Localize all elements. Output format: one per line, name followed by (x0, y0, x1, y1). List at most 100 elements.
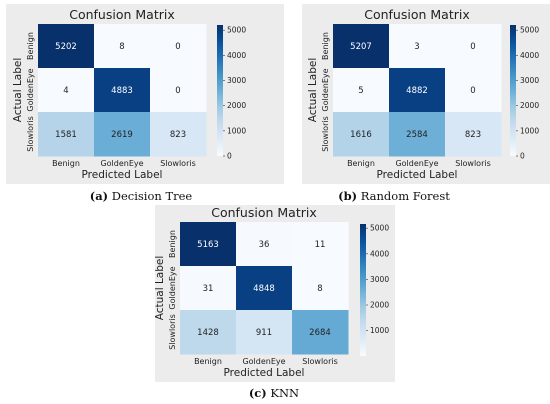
x-tick-label: Benign (347, 159, 375, 168)
confusion-matrix-panel: Confusion Matrix 5163 36 11 31 4848 8 1428 911 26… (154, 205, 395, 400)
y-axis-label: Actual Label (307, 58, 319, 123)
heatmap-cell (180, 222, 237, 267)
cell-value-label: 911 (256, 328, 272, 338)
colorbar (360, 224, 366, 356)
x-tick-label: Benign (194, 357, 222, 366)
heatmap-cell (292, 310, 349, 355)
confusion-matrix-panel: Confusion Matrix 5202 8 0 4 4883 0 1581 2619 823 B… (6, 4, 284, 203)
caption-text: Decision Tree (108, 189, 192, 203)
heatmap-cell (94, 112, 151, 157)
confusion-matrix-panel: Confusion Matrix 5207 3 0 5 4882 0 1616 2584 823 B… (302, 4, 550, 203)
x-axis-label: Predicted Label (224, 367, 305, 379)
caption-text: Random Forest (357, 189, 450, 203)
y-tick-label: Benign (26, 32, 35, 60)
cell-value-label: 4 (63, 86, 68, 96)
cell-value-label: 2619 (111, 130, 133, 140)
y-tick-label: Slowloris (321, 116, 330, 152)
cell-value-label: 4848 (253, 284, 275, 294)
colorbar-tick-label: 2000 (520, 101, 539, 110)
y-tick-label: GoldenEye (168, 266, 177, 309)
x-tick-label: Slowloris (302, 357, 338, 366)
heatmap-cell (150, 24, 207, 69)
colorbar-tick-label: 1000 (520, 126, 539, 135)
y-tick-label: Benign (321, 32, 330, 60)
cell-value-label: 8 (317, 284, 322, 294)
cell-value-label: 36 (259, 240, 270, 250)
cell-value-label: 823 (465, 130, 481, 140)
y-tick-label: Slowloris (168, 314, 177, 350)
colorbar-tick-label: 4000 (227, 51, 246, 60)
heatmap-cell (38, 24, 95, 69)
heatmap-cell (445, 24, 502, 69)
colorbar-tick-label: 2000 (370, 300, 389, 309)
heatmap-cell (94, 24, 151, 69)
panels-group: Confusion Matrix 5202 8 0 4 4883 0 1581 2619 823 B… (6, 4, 550, 400)
heatmap-cell (38, 112, 95, 157)
cell-value-label: 1616 (350, 130, 372, 140)
caption-text: KNN (267, 386, 299, 400)
colorbar-tick-label: 1000 (227, 126, 246, 135)
x-tick-label: GoldenEye (242, 357, 285, 366)
x-tick-label: Slowloris (160, 159, 196, 168)
cell-value-label: 0 (175, 86, 180, 96)
cell-value-label: 5207 (350, 42, 372, 52)
x-tick-label: GoldenEye (100, 159, 143, 168)
colorbar-tick-label: 0 (227, 152, 232, 161)
panel-caption: (a) Decision Tree (90, 189, 193, 203)
heatmap-cell (150, 112, 207, 157)
heatmap-cell (236, 266, 293, 311)
cell-value-label: 4882 (406, 86, 428, 96)
heatmap-cell (180, 266, 237, 311)
heatmap-cell (333, 24, 390, 69)
y-tick-label: GoldenEye (26, 68, 35, 111)
y-tick-label: Slowloris (26, 116, 35, 152)
heatmap-cell (292, 266, 349, 311)
heatmap-cell (236, 222, 293, 267)
caption-label: (c) (249, 386, 267, 400)
cell-value-label: 5202 (55, 42, 77, 52)
cell-value-label: 0 (470, 42, 475, 52)
cell-value-label: 2684 (309, 328, 331, 338)
caption-label: (a) (90, 189, 108, 203)
heatmap-cell (389, 112, 446, 157)
cell-value-label: 11 (315, 240, 326, 250)
colorbar-tick-label: 3000 (520, 76, 539, 85)
x-tick-label: GoldenEye (395, 159, 438, 168)
cell-value-label: 8 (119, 42, 124, 52)
chart-title: Confusion Matrix (364, 7, 470, 22)
colorbar-tick-label: 4000 (370, 249, 389, 258)
y-tick-label: GoldenEye (321, 68, 330, 111)
cell-value-label: 823 (170, 130, 186, 140)
heatmap-cell (445, 112, 502, 157)
y-tick-label: Benign (168, 230, 177, 258)
chart-title: Confusion Matrix (69, 7, 175, 22)
colorbar-tick-label: 3000 (370, 275, 389, 284)
colorbar-tick-label: 2000 (227, 101, 246, 110)
cell-value-label: 0 (175, 42, 180, 52)
cell-value-label: 0 (470, 86, 475, 96)
heatmap-cell (389, 68, 446, 113)
cell-value-label: 31 (203, 284, 214, 294)
cell-value-label: 1581 (55, 130, 77, 140)
y-axis-label: Actual Label (12, 58, 24, 123)
chart-title: Confusion Matrix (211, 205, 317, 220)
x-tick-label: Slowloris (455, 159, 491, 168)
caption-label: (b) (338, 189, 357, 203)
cell-value-label: 2584 (406, 130, 428, 140)
panel-caption: (c) KNN (249, 386, 299, 400)
heatmap-cell (292, 222, 349, 267)
heatmap-cell (333, 68, 390, 113)
heatmap-cell (389, 24, 446, 69)
colorbar-tick-label: 5000 (227, 26, 246, 35)
heatmap-cell (94, 68, 151, 113)
x-axis-label: Predicted Label (82, 169, 163, 181)
colorbar-tick-label: 0 (520, 152, 525, 161)
colorbar-tick-label: 4000 (520, 51, 539, 60)
colorbar-tick-label: 1000 (370, 326, 389, 335)
x-tick-label: Benign (52, 159, 80, 168)
cell-value-label: 5163 (197, 240, 219, 250)
heatmap-cell (445, 68, 502, 113)
panel-caption: (b) Random Forest (338, 189, 450, 203)
heatmap-cell (333, 112, 390, 157)
